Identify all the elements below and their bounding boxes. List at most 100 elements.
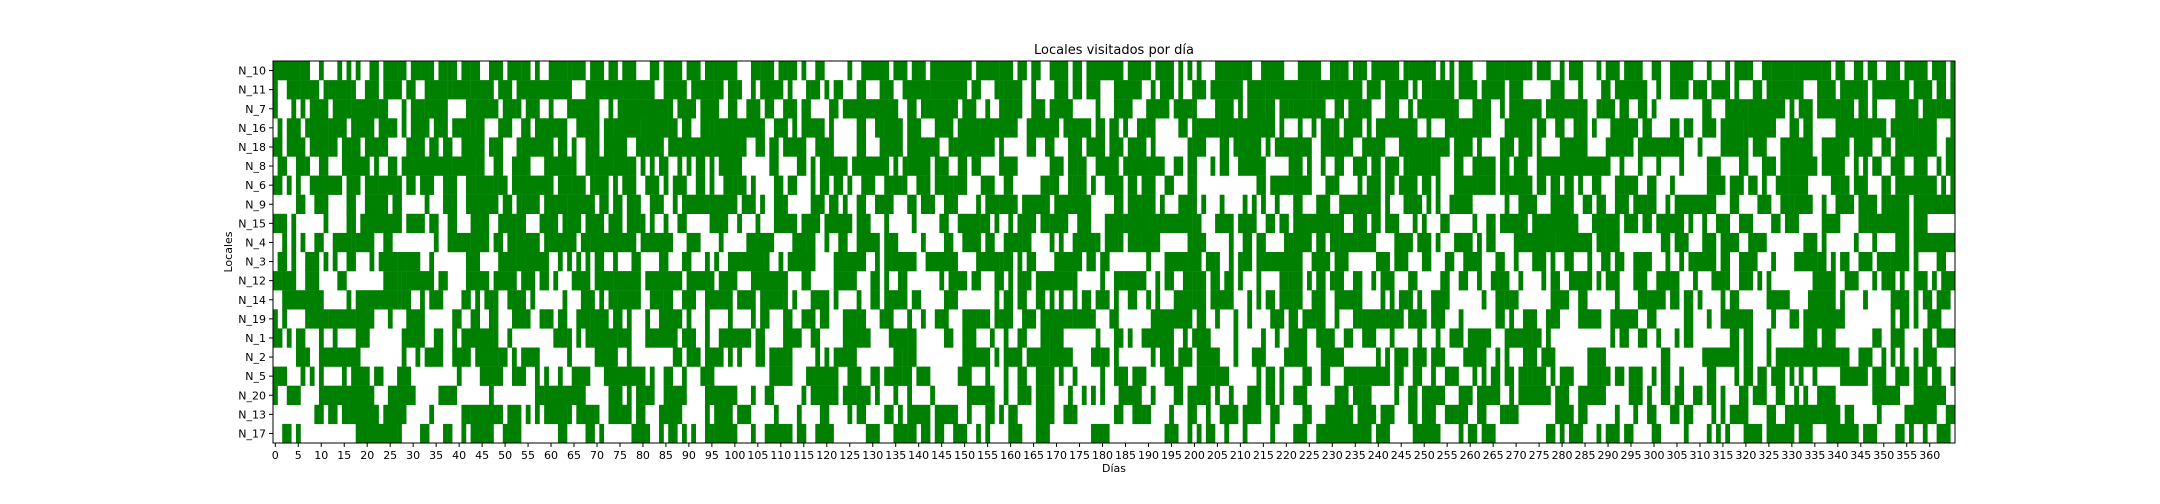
heatmap-cell bbox=[1288, 232, 1294, 253]
heatmap-cell bbox=[1830, 252, 1836, 272]
heatmap-cell bbox=[1720, 404, 1726, 425]
heatmap-cell bbox=[1803, 232, 1818, 253]
heatmap-cell bbox=[1325, 137, 1331, 157]
heatmap-cell bbox=[1748, 328, 1753, 348]
heatmap-cell bbox=[1472, 80, 1478, 100]
heatmap-cell bbox=[1463, 80, 1469, 100]
heatmap-cell bbox=[466, 175, 476, 195]
heatmap-cell bbox=[769, 385, 775, 405]
heatmap-cell bbox=[1821, 80, 1836, 100]
heatmap-cell bbox=[1872, 385, 1901, 405]
heatmap-cell bbox=[1716, 80, 1731, 100]
heatmap-cell bbox=[1559, 366, 1574, 386]
heatmap-cell bbox=[934, 99, 945, 119]
x-tick-label: 200 bbox=[1184, 449, 1205, 462]
heatmap-cell bbox=[1238, 137, 1248, 157]
heatmap-cell bbox=[893, 61, 908, 81]
heatmap-cell bbox=[1357, 309, 1363, 329]
heatmap-cell bbox=[1477, 232, 1482, 253]
heatmap-cell bbox=[1362, 328, 1372, 348]
heatmap-cell bbox=[1150, 309, 1179, 329]
heatmap-cell bbox=[1127, 99, 1133, 119]
heatmap-cell bbox=[369, 118, 375, 138]
heatmap-cell bbox=[484, 290, 494, 310]
heatmap-cell bbox=[1840, 137, 1850, 157]
heatmap-cell bbox=[1683, 309, 1694, 329]
heatmap-cell bbox=[1297, 61, 1308, 81]
heatmap-cell bbox=[1431, 290, 1450, 310]
heatmap-cell bbox=[1527, 61, 1533, 81]
heatmap-cell bbox=[1752, 137, 1758, 157]
heatmap-cell bbox=[1192, 290, 1197, 310]
heatmap-cell bbox=[1716, 213, 1726, 234]
heatmap-cell bbox=[985, 194, 1000, 214]
heatmap-cell bbox=[1706, 175, 1726, 195]
heatmap-cell bbox=[511, 61, 522, 81]
heatmap-cell bbox=[659, 232, 674, 253]
heatmap-cell bbox=[318, 385, 324, 405]
heatmap-cell bbox=[750, 175, 756, 195]
heatmap-cell bbox=[1068, 137, 1083, 157]
heatmap-cell bbox=[1431, 61, 1436, 81]
heatmap-cell bbox=[1031, 347, 1050, 367]
heatmap-cell bbox=[911, 290, 917, 310]
heatmap-cell bbox=[1504, 290, 1510, 310]
heatmap-cell bbox=[691, 423, 696, 444]
heatmap-cell bbox=[741, 137, 747, 157]
heatmap-cell bbox=[934, 175, 949, 195]
x-tick-label: 20 bbox=[360, 449, 374, 462]
heatmap-cell bbox=[806, 80, 811, 100]
heatmap-cell bbox=[1091, 61, 1106, 81]
heatmap-cell bbox=[1697, 290, 1703, 310]
heatmap-cell bbox=[613, 309, 623, 329]
heatmap-cell bbox=[875, 290, 880, 310]
heatmap-cell bbox=[1343, 328, 1354, 348]
heatmap-cell bbox=[1003, 232, 1023, 253]
heatmap-cell bbox=[1136, 366, 1142, 386]
heatmap-cell bbox=[590, 175, 595, 195]
heatmap-cell bbox=[1913, 232, 1919, 253]
heatmap-cell bbox=[1660, 232, 1666, 253]
heatmap-cell bbox=[636, 404, 646, 425]
heatmap-cell bbox=[1003, 328, 1009, 348]
heatmap-cell bbox=[1421, 213, 1427, 234]
heatmap-cell bbox=[282, 271, 297, 291]
heatmap-cell bbox=[470, 80, 494, 100]
heatmap-cell bbox=[452, 61, 458, 81]
heatmap-cell bbox=[999, 194, 1018, 214]
heatmap-cell bbox=[314, 404, 324, 425]
heatmap-cell bbox=[801, 252, 816, 272]
heatmap-cell bbox=[1357, 175, 1363, 195]
heatmap-cell bbox=[806, 366, 816, 386]
heatmap-cell bbox=[470, 118, 476, 138]
heatmap-cell bbox=[1950, 61, 1956, 81]
heatmap-cell bbox=[691, 290, 696, 310]
heatmap-cell bbox=[737, 175, 742, 195]
heatmap-cell bbox=[1504, 118, 1510, 138]
heatmap-cell bbox=[1412, 194, 1418, 214]
heatmap-cell bbox=[1766, 404, 1776, 425]
heatmap-cell bbox=[856, 118, 862, 138]
heatmap-cell bbox=[769, 366, 779, 386]
heatmap-cell bbox=[1757, 118, 1763, 138]
heatmap-cell bbox=[309, 118, 320, 138]
heatmap-cell bbox=[819, 118, 825, 138]
heatmap-cell bbox=[1109, 61, 1124, 81]
heatmap-cell bbox=[741, 328, 752, 348]
heatmap-cell bbox=[856, 309, 862, 329]
heatmap-cell bbox=[1922, 347, 1933, 367]
heatmap-cell bbox=[1748, 232, 1758, 253]
heatmap-cell bbox=[888, 309, 894, 329]
heatmap-cell bbox=[1688, 213, 1694, 234]
heatmap-cell bbox=[530, 80, 572, 100]
heatmap-cell bbox=[493, 175, 499, 195]
heatmap-cell bbox=[1628, 213, 1634, 234]
y-tick-label: N_5 bbox=[245, 370, 266, 383]
heatmap-cell bbox=[999, 156, 1009, 176]
heatmap-cell bbox=[521, 118, 531, 138]
heatmap-cell bbox=[1081, 385, 1087, 405]
heatmap-cell bbox=[1780, 137, 1799, 157]
x-tick-label: 35 bbox=[429, 449, 443, 462]
heatmap-cell bbox=[1366, 404, 1377, 425]
heatmap-cell bbox=[1467, 175, 1473, 195]
